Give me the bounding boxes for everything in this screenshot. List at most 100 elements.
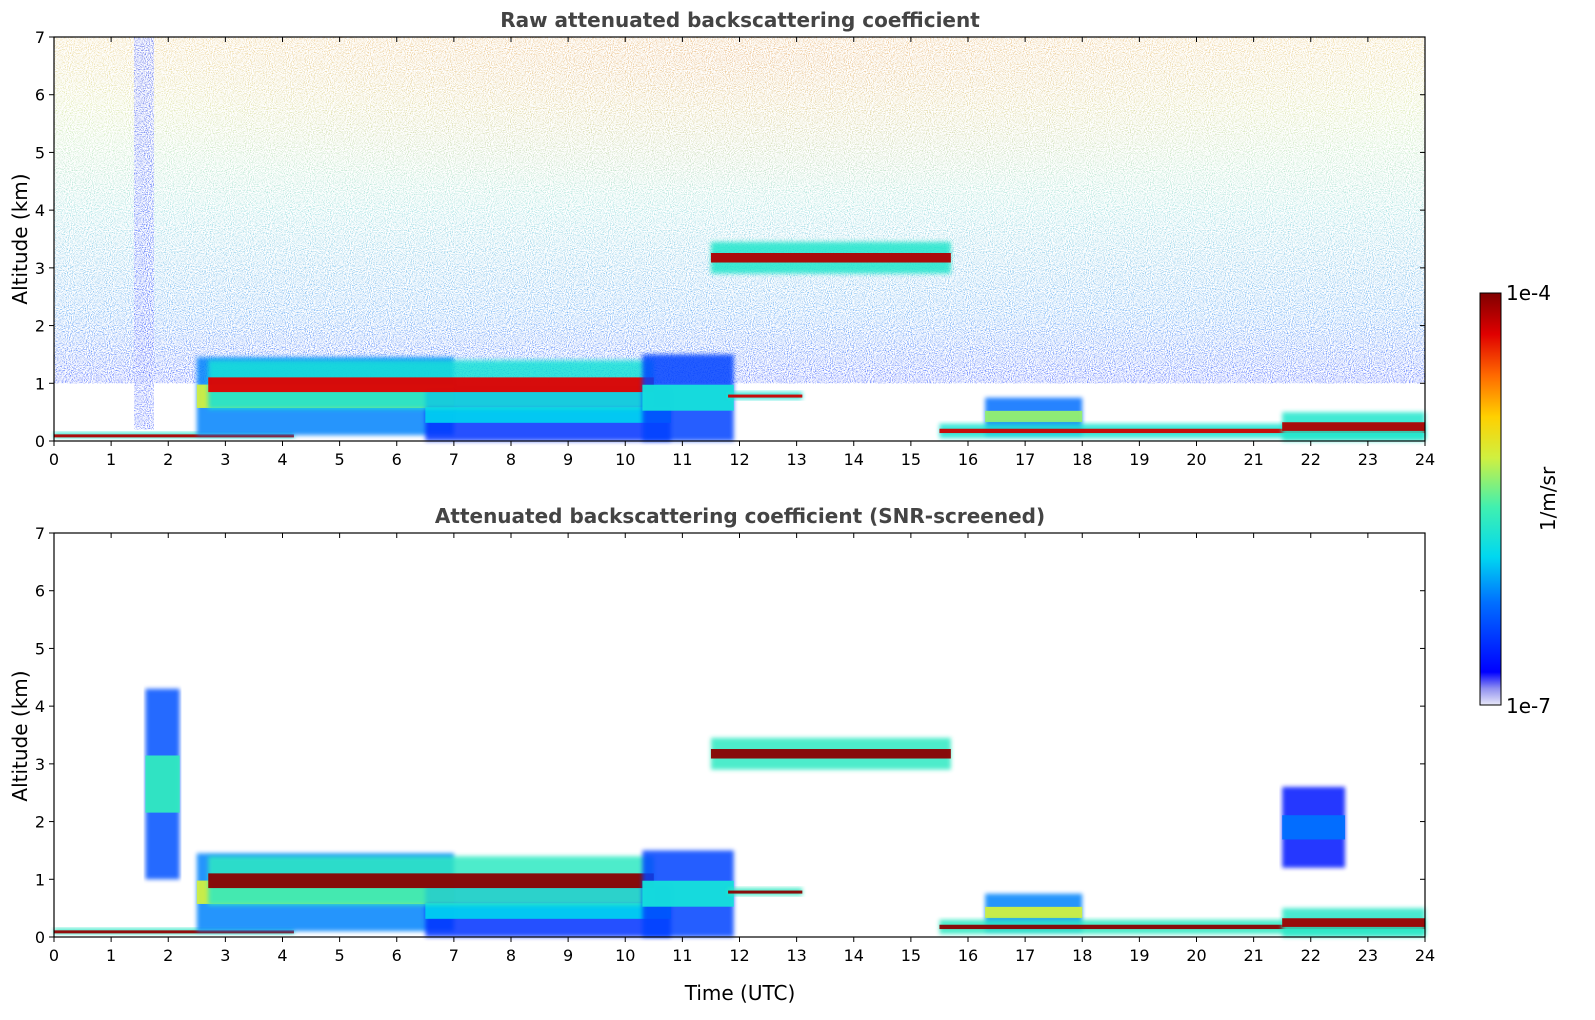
noise-warm-region [54, 37, 1425, 260]
feature-cloud-11h [642, 850, 734, 937]
y-tick-label: 5 [35, 639, 45, 658]
feature-cloud-12h-layer [728, 391, 803, 400]
x-tick-label: 10 [615, 450, 635, 469]
feature-core [1282, 918, 1425, 927]
x-tick-label: 6 [392, 450, 402, 469]
feature-core [985, 410, 1083, 423]
y-tick-label: 1 [35, 374, 45, 393]
x-tick-label: 24 [1415, 450, 1435, 469]
feature-late-surface-growth [1282, 412, 1425, 441]
y-tick-label: 2 [35, 317, 45, 336]
x-tick-label: 21 [1243, 946, 1263, 965]
y-tick-label: 1 [35, 870, 45, 889]
x-tick-label: 20 [1186, 450, 1206, 469]
feature-core [728, 394, 803, 398]
x-tick-label: 7 [449, 450, 459, 469]
x-tick-label: 4 [277, 946, 287, 965]
feature-core [425, 407, 671, 423]
x-tick-label: 11 [672, 946, 692, 965]
feature-surface-layer [54, 432, 294, 439]
feature-cirrus-streaks-2h [145, 688, 180, 880]
x-tick-label: 21 [1243, 450, 1263, 469]
screened-plot-area [54, 533, 1425, 937]
x-tick-label: 4 [277, 450, 287, 469]
snr-screened-panel: Attenuated backscattering coefficient (S… [8, 504, 1435, 1005]
x-tick-label: 15 [901, 946, 921, 965]
x-tick-label: 19 [1129, 450, 1149, 469]
x-tick-label: 0 [49, 946, 59, 965]
x-tick-label: 18 [1072, 946, 1092, 965]
x-tick-label: 22 [1301, 450, 1321, 469]
feature-core [939, 924, 1425, 930]
x-tick-label: 3 [220, 450, 230, 469]
feature-core [642, 384, 734, 411]
raw-axes: 0 1 2 3 4 5 6 7 8 9 10 11 12 13 14 15 16 17 18 19 20 21 22 23 24… [35, 28, 1435, 469]
y-tick-label: 6 [35, 86, 45, 105]
feature-late-surface-growth [1282, 908, 1425, 937]
panel-2-xlabel: Time (UTC) [684, 981, 796, 1005]
x-tick-label: 24 [1415, 946, 1435, 965]
colorbar-min-label: 1e-7 [1506, 694, 1551, 718]
colorbar-gradient [1479, 292, 1502, 706]
y-tick-label: 3 [35, 259, 45, 278]
x-tick-label: 8 [506, 946, 516, 965]
x-tick-label: 19 [1129, 946, 1149, 965]
panel-1-title: Raw attenuated backscattering coefficien… [500, 8, 980, 32]
x-tick-label: 16 [958, 946, 978, 965]
feature-core [710, 252, 951, 263]
feature-core [939, 428, 1425, 434]
x-tick-label: 5 [335, 450, 345, 469]
y-tick-label: 3 [35, 755, 45, 774]
x-tick-label: 14 [844, 450, 864, 469]
noise-column [133, 37, 154, 430]
y-tick-label: 7 [35, 524, 45, 543]
x-tick-label: 17 [1015, 450, 1035, 469]
x-tick-label: 11 [672, 450, 692, 469]
panel-2-title: Attenuated backscattering coefficient (S… [435, 504, 1045, 528]
y-tick-label: 0 [35, 432, 45, 451]
feature-core [728, 890, 803, 894]
feature-surface-layer [54, 928, 294, 935]
colorbar: 1e-4 1e-7 1/m/sr [1479, 281, 1560, 718]
x-tick-label: 23 [1358, 946, 1378, 965]
y-tick-label: 2 [35, 813, 45, 832]
feature-cirrus-streaks-22h [1282, 786, 1346, 868]
x-tick-label: 8 [506, 450, 516, 469]
x-tick-label: 5 [335, 946, 345, 965]
y-tick-label: 0 [35, 928, 45, 947]
feature-core [1282, 422, 1425, 431]
x-tick-label: 1 [106, 450, 116, 469]
feature-core [710, 748, 951, 759]
noise-field [54, 37, 1425, 430]
x-tick-label: 7 [449, 946, 459, 965]
x-tick-label: 6 [392, 946, 402, 965]
x-tick-label: 10 [615, 946, 635, 965]
y-tick-label: 4 [35, 201, 45, 220]
raw-backscatter-panel: Raw attenuated backscattering coefficien… [8, 8, 1435, 469]
raw-plot-area [54, 37, 1425, 441]
feature-mid-cloud [710, 241, 951, 274]
colorbar-unit-label: 1/m/sr [1536, 466, 1560, 531]
x-tick-label: 18 [1072, 450, 1092, 469]
y-tick-label: 5 [35, 143, 45, 162]
x-tick-label: 16 [958, 450, 978, 469]
x-tick-label: 17 [1015, 946, 1035, 965]
feature-core [208, 377, 654, 393]
x-tick-label: 0 [49, 450, 59, 469]
x-tick-label: 14 [844, 946, 864, 965]
x-tick-label: 13 [786, 450, 806, 469]
feature-cloud-12h-layer [728, 887, 803, 896]
x-tick-label: 23 [1358, 450, 1378, 469]
feature-core [145, 755, 180, 813]
y-tick-label: 7 [35, 28, 45, 47]
feature-core [54, 930, 294, 934]
feature-core [1282, 815, 1346, 840]
x-tick-label: 2 [163, 450, 173, 469]
x-tick-label: 2 [163, 946, 173, 965]
x-tick-label: 22 [1301, 946, 1321, 965]
panel-2-ylabel: Altitude (km) [8, 670, 32, 801]
panel-1-ylabel: Altitude (km) [8, 173, 32, 304]
feature-core [208, 873, 654, 889]
feature-core [54, 434, 294, 438]
